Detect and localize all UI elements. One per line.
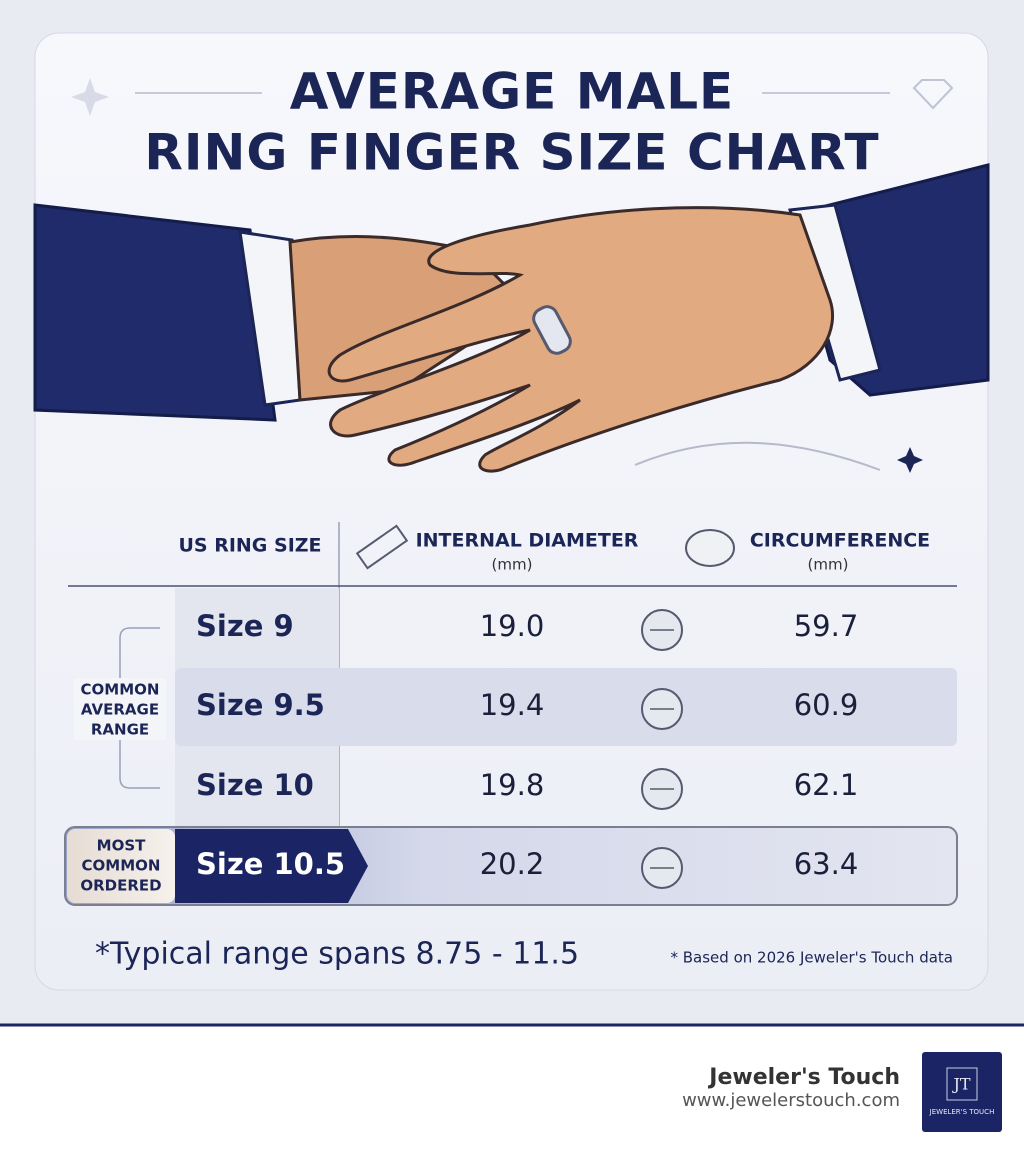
ruler-icon [355,524,409,570]
diameter-value: 20.2 [480,847,545,881]
header-unit: (mm) [808,556,849,574]
logo-mark: JT [951,1075,970,1094]
range-label: AVERAGE [81,701,159,719]
circumference-value: 59.7 [794,609,859,643]
source-note: * Based on 2026 Jeweler's Touch data [670,949,953,967]
header-unit: (mm) [492,556,533,574]
brand-name: Jeweler's Touch [707,1065,900,1090]
bracket-gap [74,678,166,740]
title-line: AVERAGE MALE [290,63,734,121]
popular-label: COMMON [82,857,161,875]
diamond-icon [912,79,954,110]
ring-size: Size 10 [196,768,314,802]
range-note: *Typical range spans 8.75 - 11.5 [95,937,579,972]
table-rows: Size 9 19.0 59.7 Size 9.5 19.4 60.9 Size 10 19.… [196,609,859,889]
sparkle [71,78,109,116]
footer [0,1024,1024,1154]
hands-illustration [33,163,990,473]
header-diameter: INTERNAL DIAMETER [416,530,639,552]
logo-text: JEWELER'S TOUCH [929,1108,995,1116]
size-arrow [175,829,368,903]
popular-label: ORDERED [80,877,161,895]
circumference-value: 62.1 [794,768,859,802]
ring-size: Size 9 [196,609,294,643]
row-highlight [175,668,957,746]
header-circumference: CIRCUMFERENCE [750,530,930,552]
ring-size: Size 9.5 [196,688,325,722]
header-size: US RING SIZE [178,535,321,557]
tag [67,829,175,903]
popular-label: MOST [97,837,146,855]
title-line: RING FINGER SIZE CHART [144,124,879,182]
logo-frame [946,1067,978,1101]
diameter-value: 19.0 [480,609,545,643]
brand-url: www.jewelerstouch.com [682,1090,900,1111]
diameter-value: 19.8 [480,768,545,802]
diameter-value: 19.4 [480,688,545,722]
range-label: COMMON [81,681,160,699]
circumference-value: 60.9 [794,688,859,722]
circumference-value: 63.4 [794,847,859,881]
tape-icon [685,529,735,567]
range-label: RANGE [91,721,149,739]
logo [922,1052,1002,1132]
ring-size: Size 10.5 [196,847,345,881]
